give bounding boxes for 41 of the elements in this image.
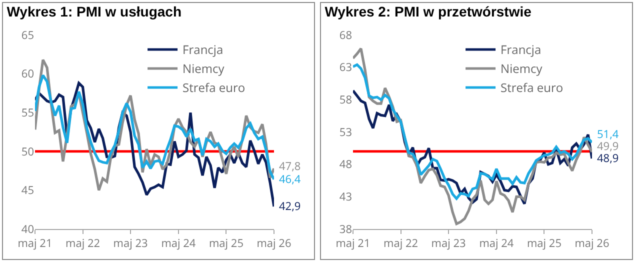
chart-title: Wykres 2: PMI w przetwórstwie [324, 4, 532, 20]
annotation: 51,4 [597, 127, 620, 142]
line-series [353, 63, 592, 200]
y-tick-label: 68 [339, 28, 352, 43]
x-tick-label: maj 22 [384, 236, 418, 252]
x-tick-label: maj 25 [526, 236, 562, 252]
chart-title: Wykres 1: PMI w usługach [6, 4, 182, 20]
y-tick-label: 48 [339, 157, 352, 172]
y-tick-label: 53 [339, 124, 352, 140]
x-tick-label: maj 21 [18, 236, 52, 252]
legend-label: Niemcy [182, 60, 226, 78]
y-tick-label: 60 [21, 66, 34, 82]
legend-label: Niemcy [500, 60, 544, 78]
legend-label: Strefa euro [182, 79, 246, 96]
x-tick-label: maj 23 [431, 236, 466, 252]
x-tick-label: maj 24 [479, 236, 514, 252]
x-tick-label: maj 23 [113, 236, 148, 252]
y-tick-label: 43 [339, 190, 352, 205]
y-tick-label: 65 [21, 28, 34, 43]
y-tick-label: 63 [339, 60, 352, 76]
legend-label: Francja [500, 41, 542, 58]
annotation: 48,9 [597, 151, 619, 166]
line-series [35, 74, 274, 181]
y-tick-label: 50 [21, 144, 34, 160]
x-tick-label: maj 24 [161, 236, 196, 252]
x-tick-label: maj 21 [336, 236, 370, 252]
y-tick-label: 45 [21, 183, 34, 198]
y-tick-label: 55 [21, 105, 34, 120]
y-tick-label: 40 [21, 222, 34, 237]
y-tick-label: 38 [339, 222, 352, 237]
x-tick-label: maj 22 [66, 236, 100, 252]
legend-label: Strefa euro [500, 79, 564, 96]
x-tick-label: maj 25 [208, 236, 244, 252]
x-tick-label: maj 26 [574, 236, 610, 252]
annotation: 42,9 [279, 199, 301, 214]
annotation: 46,4 [279, 172, 302, 187]
legend-label: Francja [182, 41, 224, 58]
annotation: 49,9 [597, 139, 619, 154]
x-tick-label: maj 26 [256, 236, 292, 252]
annotation: 47,8 [279, 159, 301, 174]
y-tick-label: 58 [339, 92, 352, 108]
